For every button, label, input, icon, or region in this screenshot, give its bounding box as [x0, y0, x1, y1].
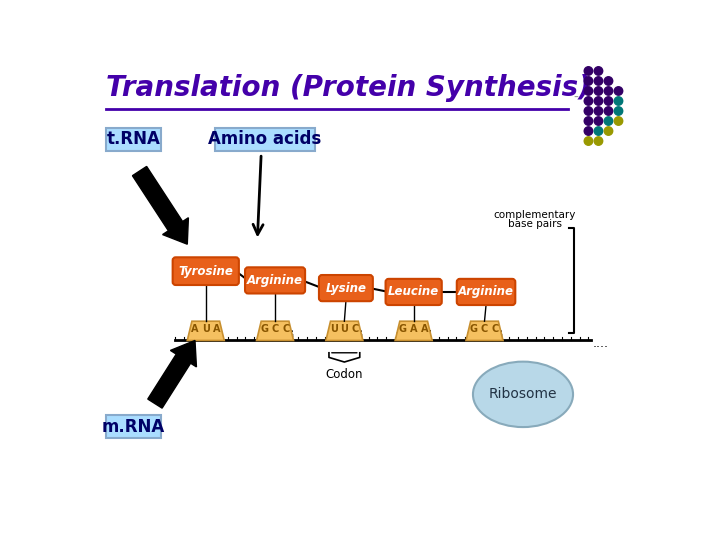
Circle shape [614, 87, 623, 95]
Polygon shape [187, 321, 224, 340]
Text: G: G [469, 325, 478, 334]
Text: Ribosome: Ribosome [489, 387, 557, 401]
Text: -: - [573, 91, 578, 105]
Text: Tyrosine: Tyrosine [179, 265, 233, 278]
Text: G: G [261, 325, 269, 334]
Text: A: A [188, 330, 197, 340]
FancyBboxPatch shape [215, 128, 315, 151]
Text: t.RNA: t.RNA [107, 131, 161, 149]
Circle shape [604, 87, 613, 95]
Circle shape [614, 107, 623, 115]
Text: A: A [340, 330, 348, 340]
Text: Arginine: Arginine [458, 286, 514, 299]
Text: C: C [257, 330, 265, 340]
Polygon shape [326, 321, 363, 340]
FancyBboxPatch shape [245, 267, 305, 294]
Circle shape [584, 137, 593, 145]
Circle shape [584, 107, 593, 115]
Circle shape [594, 67, 603, 75]
Text: G: G [271, 330, 279, 340]
Circle shape [594, 107, 603, 115]
Text: G: G [284, 330, 294, 340]
Circle shape [604, 97, 613, 105]
Text: A: A [420, 325, 428, 334]
Text: A: A [410, 325, 418, 334]
Text: U: U [341, 325, 348, 334]
Text: Arginine: Arginine [247, 274, 303, 287]
Text: Lysine: Lysine [325, 281, 366, 295]
Text: A: A [192, 325, 199, 334]
Text: C: C [282, 325, 289, 334]
Text: base pairs: base pairs [508, 219, 562, 229]
Text: C: C [351, 325, 359, 334]
Circle shape [604, 127, 613, 135]
Circle shape [614, 97, 623, 105]
Circle shape [604, 77, 613, 85]
Circle shape [584, 117, 593, 125]
Text: C: C [481, 325, 488, 334]
Text: Codon: Codon [325, 368, 363, 381]
Text: U: U [423, 330, 432, 340]
Circle shape [604, 117, 613, 125]
FancyBboxPatch shape [319, 275, 373, 301]
FancyArrow shape [132, 166, 189, 244]
Circle shape [604, 107, 613, 115]
FancyBboxPatch shape [106, 415, 161, 438]
Circle shape [594, 127, 603, 135]
Polygon shape [395, 321, 432, 340]
Text: G: G [494, 330, 503, 340]
Text: C: C [271, 325, 279, 334]
Circle shape [584, 87, 593, 95]
Text: A: A [326, 330, 335, 340]
Polygon shape [466, 321, 503, 340]
FancyBboxPatch shape [173, 257, 239, 285]
FancyArrow shape [148, 340, 197, 408]
Text: m.RNA: m.RNA [102, 418, 165, 436]
Text: U: U [409, 330, 418, 340]
Circle shape [594, 97, 603, 105]
Circle shape [594, 87, 603, 95]
Circle shape [594, 117, 603, 125]
Text: A: A [213, 325, 220, 334]
Text: G: G [480, 330, 489, 340]
Ellipse shape [473, 362, 573, 427]
Text: ....: .... [593, 337, 608, 350]
Circle shape [584, 127, 593, 135]
Circle shape [614, 117, 623, 125]
Text: G: G [354, 330, 363, 340]
Polygon shape [256, 321, 294, 340]
Text: U: U [202, 330, 210, 340]
Circle shape [584, 67, 593, 75]
Text: C: C [492, 325, 499, 334]
Text: Amino acids: Amino acids [208, 131, 322, 149]
FancyBboxPatch shape [456, 279, 516, 305]
Text: U: U [202, 325, 210, 334]
Text: A: A [215, 330, 224, 340]
Text: C: C [467, 330, 474, 340]
Circle shape [584, 77, 593, 85]
Circle shape [594, 137, 603, 145]
FancyBboxPatch shape [385, 279, 442, 305]
Circle shape [594, 77, 603, 85]
Text: Leucine: Leucine [388, 286, 439, 299]
Text: G: G [399, 325, 407, 334]
Text: Translation (Protein Synthesis): Translation (Protein Synthesis) [106, 74, 590, 102]
Text: complementary: complementary [493, 210, 576, 220]
Text: C: C [396, 330, 404, 340]
FancyBboxPatch shape [106, 128, 161, 151]
Text: U: U [330, 325, 338, 334]
Circle shape [584, 97, 593, 105]
